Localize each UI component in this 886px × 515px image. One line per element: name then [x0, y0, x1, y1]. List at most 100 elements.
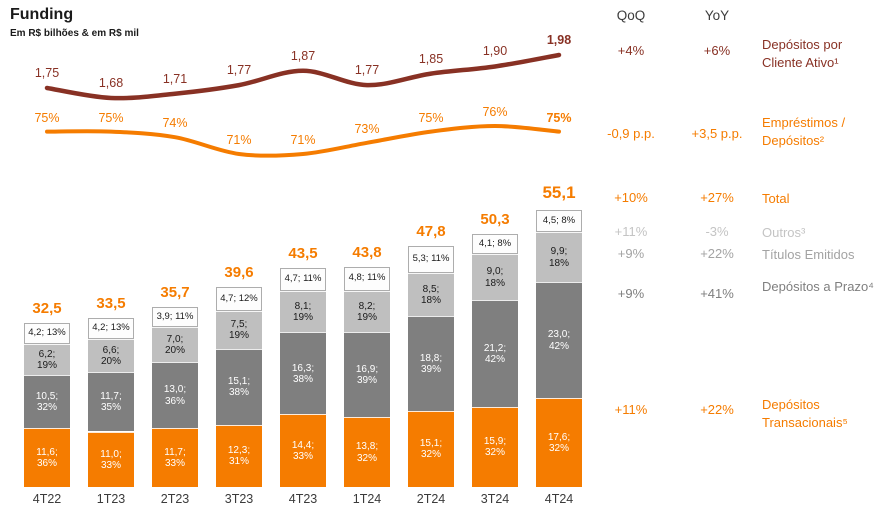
series-label-depositos-transacionais: Depósitos Transacionais⁵ [762, 397, 848, 430]
x-axis-label: 4T22 [32, 492, 62, 506]
line-point-label: 75% [98, 110, 124, 125]
yoy-value-total: +27% [700, 190, 734, 205]
bar-total-label: 47,8 [416, 223, 446, 241]
yoy-value-depositos-transacionais: +22% [700, 402, 734, 417]
bar-total-label: 35,7 [160, 284, 190, 302]
bar-segment-depositos-transacionais: 14,4; 33% [280, 414, 326, 487]
x-axis-label: 4T23 [288, 492, 318, 506]
bar-segment-outros: 3,9; 11% [152, 307, 198, 328]
line-point-label: 1,90 [482, 44, 508, 59]
line-point-label: 75% [418, 110, 444, 125]
line-point-label: 71% [290, 133, 316, 147]
bar-segment-depositos-a-prazo: 16,9; 39% [344, 332, 390, 418]
bar-segment-depositos-a-prazo: 13,0; 36% [152, 362, 198, 428]
bar-segment-depositos-a-prazo: 10,5; 32% [24, 375, 70, 429]
x-axis-label: 3T23 [224, 492, 254, 506]
line-point-label: 1,87 [290, 48, 316, 63]
yoy-value-outros: -3% [705, 224, 729, 239]
bar-segment-outros: 4,7; 12% [216, 287, 262, 311]
x-axis-label: 2T23 [160, 492, 190, 506]
bar-segment-depositos-transacionais: 12,3; 31% [216, 424, 262, 487]
qoq-value-emprestimos-depositos: -0,9 p.p. [607, 126, 655, 141]
bar-segment-depositos-transacionais: 17,6; 32% [536, 398, 582, 487]
yoy-value-titulos-emitidos: +22% [700, 246, 734, 261]
x-axis-label: 1T24 [352, 492, 382, 506]
line-point-label: 1,71 [162, 71, 188, 86]
bar-segment-titulos-emitidos: 8,1; 19% [280, 291, 326, 333]
line-point-label: 1,75 [34, 65, 60, 80]
yoy-value-depositos-por-cliente-ativo: +6% [703, 43, 731, 58]
bar-segment-depositos-a-prazo: 15,1; 38% [216, 348, 262, 425]
bar-segment-depositos-a-prazo: 11,7; 35% [88, 372, 134, 432]
bar-total-label: 43,5 [288, 244, 318, 262]
yoy-value-emprestimos-depositos: +3,5 p.p. [691, 126, 743, 141]
x-axis-label: 1T23 [96, 492, 126, 506]
x-axis-label: 3T24 [480, 492, 510, 506]
bar-segment-outros: 4,8; 11% [344, 266, 390, 291]
line-point-label: 1,98 [546, 33, 572, 47]
bar-segment-titulos-emitidos: 7,5; 19% [216, 310, 262, 349]
bar-segment-depositos-transacionais: 11,7; 33% [152, 427, 198, 487]
series-label-depositos-a-prazo: Depósitos a Prazo⁴ [762, 279, 874, 294]
qoq-value-total: +10% [614, 190, 648, 205]
bar-segment-titulos-emitidos: 9,9; 18% [536, 232, 582, 283]
qoq-value-depositos-transacionais: +11% [614, 402, 648, 417]
bar-segment-titulos-emitidos: 8,2; 19% [344, 290, 390, 333]
trend-lines [44, 52, 562, 158]
funding-chart: 11,6; 36% 10,5; 32% 6,2; 19% 4,2; 13% 32,5 4T22 1… [24, 33, 582, 506]
qoq-value-depositos-a-prazo: +9% [617, 286, 645, 301]
bar-segment-titulos-emitidos: 9,0; 18% [472, 254, 518, 300]
bar-segment-outros: 4,7; 11% [280, 267, 326, 292]
bar-total-label: 32,5 [32, 300, 62, 318]
bar-total-label: 39,6 [224, 264, 254, 282]
series-label-outros: Outros³ [762, 225, 806, 240]
column-header-qoq: QoQ [616, 8, 646, 23]
bar-segment-titulos-emitidos: 7,0; 20% [152, 327, 198, 363]
trend-line-0 [44, 52, 562, 101]
bar-segment-outros: 4,1; 8% [472, 233, 518, 255]
line-point-label: 1,85 [418, 51, 444, 66]
bar-segment-depositos-transacionais: 13,8; 32% [344, 417, 390, 487]
qoq-value-depositos-por-cliente-ativo: +4% [617, 43, 645, 58]
series-label-total: Total [762, 191, 790, 206]
line-point-label: 1,68 [98, 76, 124, 90]
line-point-label: 71% [226, 133, 252, 147]
bar-segment-titulos-emitidos: 6,6; 20% [88, 339, 134, 373]
bar-segment-titulos-emitidos: 6,2; 19% [24, 344, 70, 376]
qoq-value-outros: +11% [614, 224, 648, 239]
bar-total-label: 55,1 [542, 182, 576, 202]
bar-segment-titulos-emitidos: 8,5; 18% [408, 273, 454, 316]
bar-segment-outros: 4,2; 13% [88, 317, 134, 340]
page-subtitle: Em R$ bilhões & em R$ mil [10, 28, 139, 39]
bar-total-label: 50,3 [480, 210, 510, 228]
trend-line-1 [45, 123, 561, 158]
bar-segment-outros: 4,5; 8% [536, 209, 582, 233]
line-point-label: 1,77 [354, 63, 380, 78]
bar-segment-depositos-a-prazo: 16,3; 38% [280, 332, 326, 415]
bar-segment-depositos-transacionais: 11,0; 33% [88, 431, 134, 487]
line-point-label: 1,77 [226, 63, 252, 78]
series-label-emprestimos-depositos: Empréstimos / Depósitos² [762, 115, 846, 148]
bar-segment-depositos-a-prazo: 18,8; 39% [408, 315, 454, 411]
bar-segment-depositos-a-prazo: 21,2; 42% [472, 299, 518, 407]
bar-total-label: 33,5 [96, 294, 126, 312]
series-label-depositos-por-cliente-ativo: Depósitos por Cliente Ativo¹ [762, 37, 843, 70]
column-header-yoy: YoY [704, 8, 730, 23]
bar-segment-outros: 5,3; 11% [408, 246, 454, 274]
line-point-label: 75% [34, 110, 60, 125]
line-point-label: 76% [482, 105, 508, 119]
bar-total-label: 43,8 [352, 243, 382, 261]
series-label-titulos-emitidos: Títulos Emitidos [762, 247, 855, 262]
bar-segment-outros: 4,2; 13% [24, 323, 70, 345]
bar-segment-depositos-transacionais: 15,9; 32% [472, 406, 518, 487]
yoy-value-depositos-a-prazo: +41% [700, 286, 734, 301]
x-axis-label: 2T24 [416, 492, 446, 506]
qoq-value-titulos-emitidos: +9% [617, 246, 645, 261]
line-point-label: 73% [354, 121, 380, 136]
bar-segment-depositos-transacionais: 11,6; 36% [24, 428, 70, 487]
bar-segment-depositos-a-prazo: 23,0; 42% [536, 282, 582, 399]
line-point-label: 74% [162, 116, 188, 131]
x-axis-label: 4T24 [544, 492, 574, 506]
line-point-label: 75% [546, 110, 572, 125]
